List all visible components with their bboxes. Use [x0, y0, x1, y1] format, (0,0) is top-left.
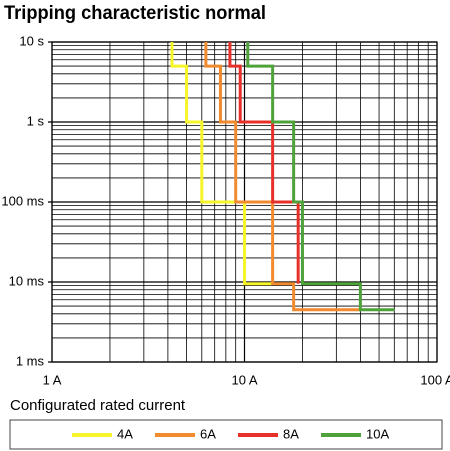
- chart-title: Tripping characteristic normal: [4, 3, 266, 24]
- legend-label: 10A: [366, 426, 389, 441]
- series-line: [228, 42, 300, 284]
- y-tick-label: 1 ms: [16, 353, 45, 368]
- y-tick-label: 10 ms: [9, 273, 45, 288]
- y-tick-label: 10 s: [19, 33, 44, 48]
- series-line: [246, 42, 395, 312]
- legend-box: [9, 419, 443, 450]
- legend-label: 4A: [117, 426, 133, 441]
- plot-border: [51, 41, 438, 363]
- y-tick-label: 1 s: [27, 113, 45, 128]
- series-line: [170, 42, 273, 286]
- x-tick-label: 10 A: [231, 372, 257, 387]
- x-axis-label: Configurated rated current: [10, 397, 186, 414]
- series-line: [204, 42, 361, 312]
- y-tick-label: 100 ms: [1, 193, 44, 208]
- x-tick-label: 100 A: [420, 372, 450, 387]
- legend-label: 8A: [283, 426, 299, 441]
- legend-label: 6A: [200, 426, 216, 441]
- x-tick-label: 1 A: [43, 372, 62, 387]
